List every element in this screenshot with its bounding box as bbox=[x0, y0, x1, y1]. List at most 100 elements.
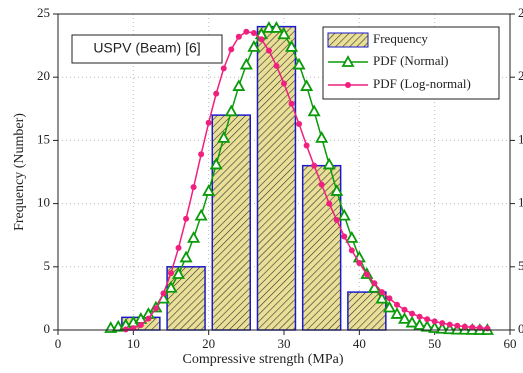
marker bbox=[345, 231, 359, 243]
marker bbox=[450, 322, 464, 335]
x-tick-label: 60 bbox=[504, 336, 517, 351]
marker bbox=[431, 318, 438, 325]
marker bbox=[439, 320, 446, 327]
annotation: USPV (Beam) [6] bbox=[93, 40, 200, 56]
marker bbox=[168, 270, 174, 277]
marker bbox=[213, 90, 220, 97]
marker bbox=[333, 217, 340, 224]
marker bbox=[243, 28, 250, 35]
marker bbox=[341, 233, 348, 240]
marker bbox=[416, 313, 423, 320]
marker bbox=[386, 295, 393, 302]
marker bbox=[179, 250, 193, 263]
x-tick-label: 20 bbox=[202, 336, 215, 351]
marker bbox=[476, 324, 483, 331]
marker bbox=[160, 290, 167, 297]
y-tick-label: 0 bbox=[44, 321, 51, 336]
marker bbox=[239, 57, 253, 70]
marker bbox=[190, 184, 197, 191]
y2-tick-label: 2 bbox=[518, 68, 523, 83]
y-tick-label: 10 bbox=[37, 195, 50, 210]
marker bbox=[311, 162, 318, 169]
marker bbox=[398, 312, 412, 324]
marker bbox=[228, 46, 235, 53]
marker bbox=[348, 247, 355, 254]
legend-label: PDF (Log-normal) bbox=[373, 76, 471, 91]
marker bbox=[330, 184, 344, 196]
marker bbox=[137, 321, 144, 328]
marker bbox=[378, 289, 385, 296]
marker bbox=[122, 326, 129, 333]
marker bbox=[152, 305, 159, 312]
bar bbox=[211, 114, 252, 331]
x-tick-label: 50 bbox=[428, 336, 441, 351]
marker bbox=[326, 200, 333, 207]
y2-tick-label: 5 bbox=[518, 258, 523, 273]
marker bbox=[269, 21, 283, 33]
marker bbox=[337, 208, 351, 221]
marker bbox=[461, 323, 468, 330]
x-tick-label: 0 bbox=[55, 336, 62, 351]
marker bbox=[281, 80, 287, 87]
marker bbox=[217, 131, 231, 143]
marker bbox=[413, 318, 427, 330]
x-tick-label: 10 bbox=[127, 336, 140, 351]
legend-label: PDF (Normal) bbox=[373, 53, 448, 68]
marker bbox=[258, 36, 265, 43]
legend-marker bbox=[341, 55, 355, 67]
marker bbox=[273, 62, 280, 69]
y-tick-label: 15 bbox=[37, 131, 50, 146]
marker bbox=[262, 21, 276, 33]
marker bbox=[307, 104, 321, 117]
marker bbox=[424, 316, 431, 323]
marker bbox=[198, 151, 205, 158]
marker bbox=[172, 267, 186, 279]
marker bbox=[394, 301, 400, 308]
marker bbox=[209, 157, 223, 170]
y-tick-label: 20 bbox=[37, 68, 50, 83]
marker bbox=[145, 315, 152, 322]
legend-marker bbox=[345, 82, 351, 88]
bar bbox=[166, 266, 206, 331]
y2-tick-label: 0 bbox=[518, 321, 523, 336]
marker bbox=[277, 27, 291, 40]
marker bbox=[300, 79, 314, 91]
marker bbox=[405, 315, 419, 328]
plot-frame bbox=[57, 13, 511, 331]
marker bbox=[194, 208, 208, 221]
marker bbox=[220, 65, 227, 72]
y2-tick-label: 1 bbox=[518, 195, 523, 210]
marker bbox=[469, 324, 476, 331]
marker bbox=[390, 307, 404, 319]
y2-tick-label: 1 bbox=[518, 131, 523, 146]
marker bbox=[315, 131, 329, 143]
marker bbox=[235, 33, 242, 40]
y2-tick-label: 2 bbox=[518, 5, 523, 20]
marker bbox=[232, 79, 246, 91]
annotation-box bbox=[71, 34, 223, 64]
y-axis-label: Frequency (Number) bbox=[12, 113, 27, 231]
y-tick-label: 5 bbox=[44, 258, 51, 273]
x-tick-label: 40 bbox=[353, 336, 366, 351]
marker bbox=[318, 181, 325, 188]
marker bbox=[224, 104, 238, 117]
marker bbox=[247, 40, 261, 52]
marker bbox=[296, 120, 303, 127]
x-tick-label: 30 bbox=[278, 336, 291, 351]
y-tick-label: 25 bbox=[37, 5, 50, 20]
marker bbox=[322, 157, 336, 170]
marker bbox=[285, 40, 299, 52]
legend-label: Frequency bbox=[373, 31, 428, 46]
marker bbox=[375, 291, 389, 304]
legend-swatch bbox=[327, 32, 369, 48]
marker bbox=[371, 280, 378, 287]
marker bbox=[164, 280, 178, 293]
marker bbox=[446, 321, 453, 328]
marker bbox=[202, 184, 216, 196]
marker bbox=[401, 306, 408, 313]
marker bbox=[409, 310, 416, 317]
marker bbox=[175, 244, 182, 251]
marker bbox=[356, 260, 363, 267]
bar bbox=[256, 25, 297, 331]
